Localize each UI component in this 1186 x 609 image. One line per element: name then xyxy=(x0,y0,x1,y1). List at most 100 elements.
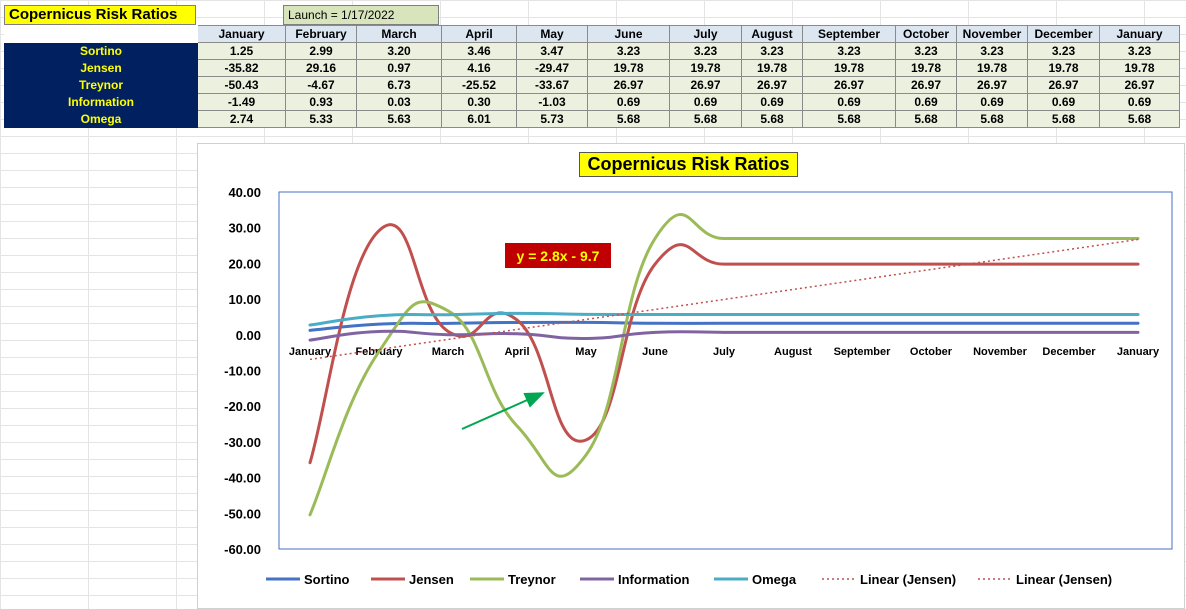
ratio-value-cell[interactable]: 4.16 xyxy=(441,59,517,77)
ratio-value-cell[interactable]: 26.97 xyxy=(669,76,742,94)
ratio-value-cell[interactable]: 19.78 xyxy=(802,59,896,77)
ratio-value-cell[interactable]: 5.68 xyxy=(1027,110,1100,128)
ratio-value-cell[interactable]: 0.30 xyxy=(441,93,517,111)
ratio-value-cell[interactable]: 0.69 xyxy=(741,93,803,111)
risk-ratios-table: January February March April May June July Augu… xyxy=(4,25,1180,128)
ratio-value-cell[interactable]: 1.25 xyxy=(197,42,286,60)
month-header-cell[interactable]: June xyxy=(587,25,670,43)
series-line-information xyxy=(308,329,1140,342)
ratio-value-cell[interactable]: 3.23 xyxy=(669,42,742,60)
ratio-value-cell[interactable]: 5.68 xyxy=(895,110,957,128)
ratio-value-cell[interactable]: 5.68 xyxy=(956,110,1028,128)
ratio-value-cell[interactable]: 26.97 xyxy=(802,76,896,94)
x-axis-labels: January February March April May June July Augu… xyxy=(289,346,1160,358)
ratio-value-cell[interactable]: -33.67 xyxy=(516,76,588,94)
ratio-value-cell[interactable]: 0.69 xyxy=(895,93,957,111)
ratio-value-cell[interactable]: 19.78 xyxy=(741,59,803,77)
ratio-value-cell[interactable]: 5.68 xyxy=(587,110,670,128)
month-header-cell[interactable]: November xyxy=(956,25,1028,43)
ratio-value-cell[interactable]: 0.69 xyxy=(802,93,896,111)
ratio-value-cell[interactable]: 3.23 xyxy=(802,42,896,60)
ratio-value-cell[interactable]: 3.47 xyxy=(516,42,588,60)
y-tick-label: -30.00 xyxy=(224,435,261,450)
ratio-name-cell[interactable]: Treynor xyxy=(4,76,198,94)
ratio-value-cell[interactable]: 5.68 xyxy=(1099,110,1180,128)
y-tick-label: -40.00 xyxy=(224,471,261,486)
month-header-cell[interactable]: April xyxy=(441,25,517,43)
legend-label: Linear (Jensen) xyxy=(860,572,956,587)
ratio-value-cell[interactable]: 2.74 xyxy=(197,110,286,128)
ratio-value-cell[interactable]: 26.97 xyxy=(1027,76,1100,94)
ratio-value-cell[interactable]: 3.23 xyxy=(1027,42,1100,60)
ratio-value-cell[interactable]: -35.82 xyxy=(197,59,286,77)
ratio-value-cell[interactable]: 19.78 xyxy=(895,59,957,77)
ratio-value-cell[interactable]: 26.97 xyxy=(1099,76,1180,94)
ratio-row-treynor: Treynor -50.43 -4.67 6.73 -25.52 -33.67 26.97 2… xyxy=(4,76,1180,94)
ratio-value-cell[interactable]: 0.69 xyxy=(669,93,742,111)
ratio-value-cell[interactable]: 19.78 xyxy=(669,59,742,77)
ratio-value-cell[interactable]: 19.78 xyxy=(1027,59,1100,77)
ratio-value-cell[interactable]: 26.97 xyxy=(741,76,803,94)
y-tick-label: -60.00 xyxy=(224,542,261,557)
x-tick-label: May xyxy=(575,346,597,358)
y-axis-labels: 40.00 30.00 20.00 10.00 0.00 -10.00 -20.00 -30.… xyxy=(224,185,261,557)
ratio-row-sortino: Sortino 1.25 2.99 3.20 3.46 3.47 3.23 3.23 3.23 3… xyxy=(4,42,1180,60)
ratio-value-cell[interactable]: 6.73 xyxy=(356,76,442,94)
legend-label: Omega xyxy=(752,572,797,587)
ratio-value-cell[interactable]: 5.68 xyxy=(669,110,742,128)
ratio-value-cell[interactable]: 19.78 xyxy=(956,59,1028,77)
ratio-value-cell[interactable]: 3.23 xyxy=(895,42,957,60)
ratio-name-cell[interactable]: Sortino xyxy=(4,42,198,60)
ratio-value-cell[interactable]: 19.78 xyxy=(587,59,670,77)
y-tick-label: -20.00 xyxy=(224,399,261,414)
month-header-cell[interactable]: January xyxy=(1099,25,1180,43)
ratio-value-cell[interactable]: -25.52 xyxy=(441,76,517,94)
ratio-value-cell[interactable]: -29.47 xyxy=(516,59,588,77)
chart-legend: Sortino Jensen Treynor Information Omega Line… xyxy=(266,572,1112,587)
ratio-value-cell[interactable]: 0.69 xyxy=(1027,93,1100,111)
series-line-omega xyxy=(308,311,1140,327)
ratio-value-cell[interactable]: 26.97 xyxy=(895,76,957,94)
ratio-value-cell[interactable]: 29.16 xyxy=(285,59,357,77)
month-header-cell[interactable]: July xyxy=(669,25,742,43)
ratio-value-cell[interactable]: 0.69 xyxy=(956,93,1028,111)
ratio-value-cell[interactable]: 0.93 xyxy=(285,93,357,111)
x-tick-label: July xyxy=(713,346,736,358)
month-header-cell[interactable]: December xyxy=(1027,25,1100,43)
ratio-value-cell[interactable]: 5.68 xyxy=(802,110,896,128)
ratio-value-cell[interactable]: 5.33 xyxy=(285,110,357,128)
month-header-cell[interactable]: September xyxy=(802,25,896,43)
header-corner-cell[interactable] xyxy=(4,25,198,43)
ratio-value-cell[interactable]: 3.23 xyxy=(1099,42,1180,60)
chart-title: Copernicus Risk Ratios xyxy=(579,152,798,177)
ratio-value-cell[interactable]: -1.49 xyxy=(197,93,286,111)
ratio-name-cell[interactable]: Information xyxy=(4,93,198,111)
equation-label: y = 2.8x - 9.7 xyxy=(517,248,600,264)
x-tick-label: April xyxy=(504,346,529,358)
ratio-value-cell[interactable]: 5.73 xyxy=(516,110,588,128)
equation-label-box xyxy=(505,243,611,268)
ratio-value-cell[interactable]: 2.99 xyxy=(285,42,357,60)
ratio-value-cell[interactable]: 5.68 xyxy=(741,110,803,128)
month-header-cell[interactable]: August xyxy=(741,25,803,43)
legend-label: Treynor xyxy=(508,572,556,587)
sheet-title-cell[interactable]: Copernicus Risk Ratios xyxy=(4,5,196,25)
legend-label: Linear (Jensen) xyxy=(1016,572,1112,587)
y-tick-label: -50.00 xyxy=(224,506,261,521)
ratio-value-cell[interactable]: 3.46 xyxy=(441,42,517,60)
launch-date-cell[interactable]: Launch = 1/17/2022 xyxy=(283,5,439,25)
ratio-value-cell[interactable]: 3.23 xyxy=(587,42,670,60)
month-header-cell[interactable]: May xyxy=(516,25,588,43)
ratio-value-cell[interactable]: 0.69 xyxy=(1099,93,1180,111)
legend-label: Information xyxy=(618,572,690,587)
ratio-value-cell[interactable]: 3.20 xyxy=(356,42,442,60)
ratio-value-cell[interactable]: 3.23 xyxy=(741,42,803,60)
x-tick-label: January xyxy=(289,346,332,358)
x-tick-label: August xyxy=(774,346,812,358)
month-header-cell[interactable]: March xyxy=(356,25,442,43)
ratio-value-cell[interactable]: 26.97 xyxy=(587,76,670,94)
ratio-value-cell[interactable]: 0.97 xyxy=(356,59,442,77)
plot-area-frame xyxy=(278,191,1173,550)
ratio-value-cell[interactable]: 6.01 xyxy=(441,110,517,128)
month-header-cell[interactable]: October xyxy=(895,25,957,43)
